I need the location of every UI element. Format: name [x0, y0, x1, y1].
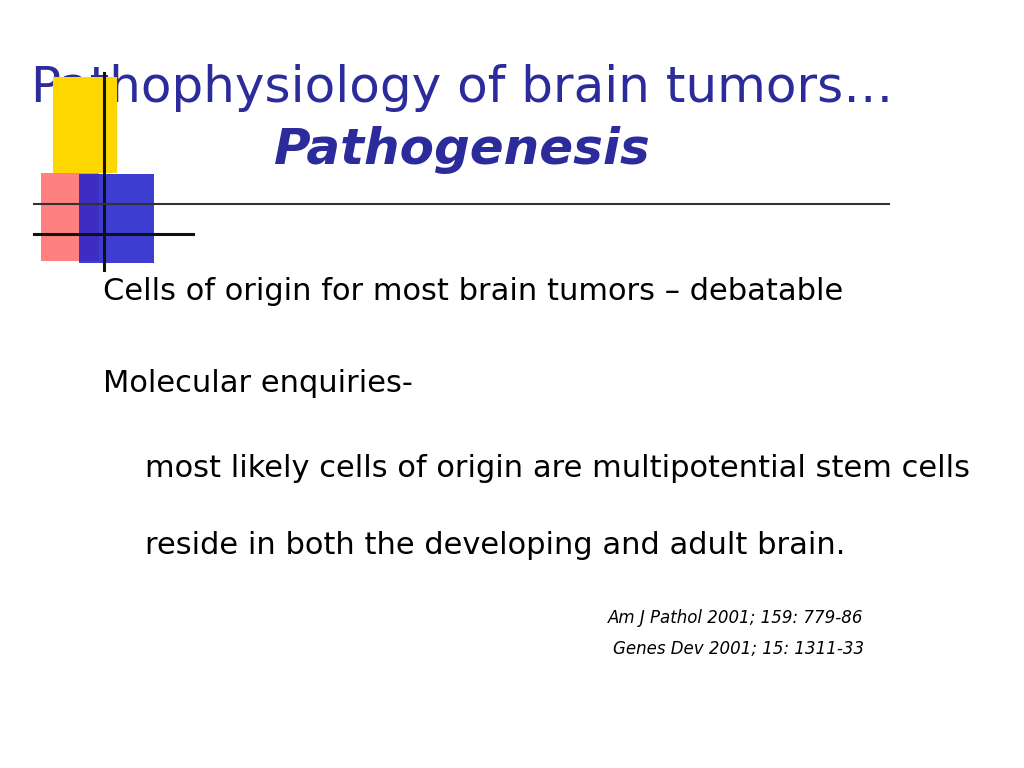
Text: Pathogenesis: Pathogenesis: [273, 126, 650, 174]
Text: Pathophysiology of brain tumors…: Pathophysiology of brain tumors…: [31, 65, 893, 112]
FancyBboxPatch shape: [53, 77, 118, 173]
Text: Am J Pathol 2001; 159: 779-86: Am J Pathol 2001; 159: 779-86: [608, 609, 864, 627]
Text: most likely cells of origin are multipotential stem cells: most likely cells of origin are multipot…: [145, 454, 971, 483]
FancyBboxPatch shape: [41, 173, 99, 261]
Text: Cells of origin for most brain tumors – debatable: Cells of origin for most brain tumors – …: [102, 277, 843, 306]
Text: Genes Dev 2001; 15: 1311-33: Genes Dev 2001; 15: 1311-33: [612, 640, 864, 658]
Text: reside in both the developing and adult brain.: reside in both the developing and adult …: [145, 531, 846, 560]
Text: Molecular enquiries-: Molecular enquiries-: [102, 369, 413, 399]
FancyBboxPatch shape: [79, 174, 154, 263]
